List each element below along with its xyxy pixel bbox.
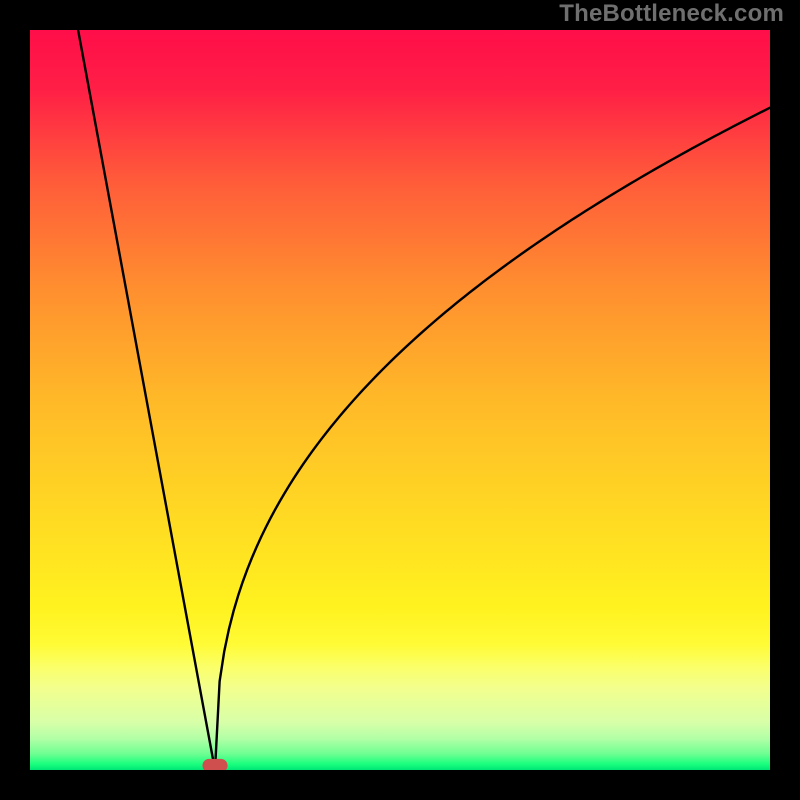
minimum-marker <box>202 759 227 770</box>
chart-frame: TheBottleneck.com <box>0 0 800 800</box>
watermark-text: TheBottleneck.com <box>559 0 784 28</box>
gradient-background <box>30 30 770 770</box>
bottleneck-chart <box>30 30 770 770</box>
